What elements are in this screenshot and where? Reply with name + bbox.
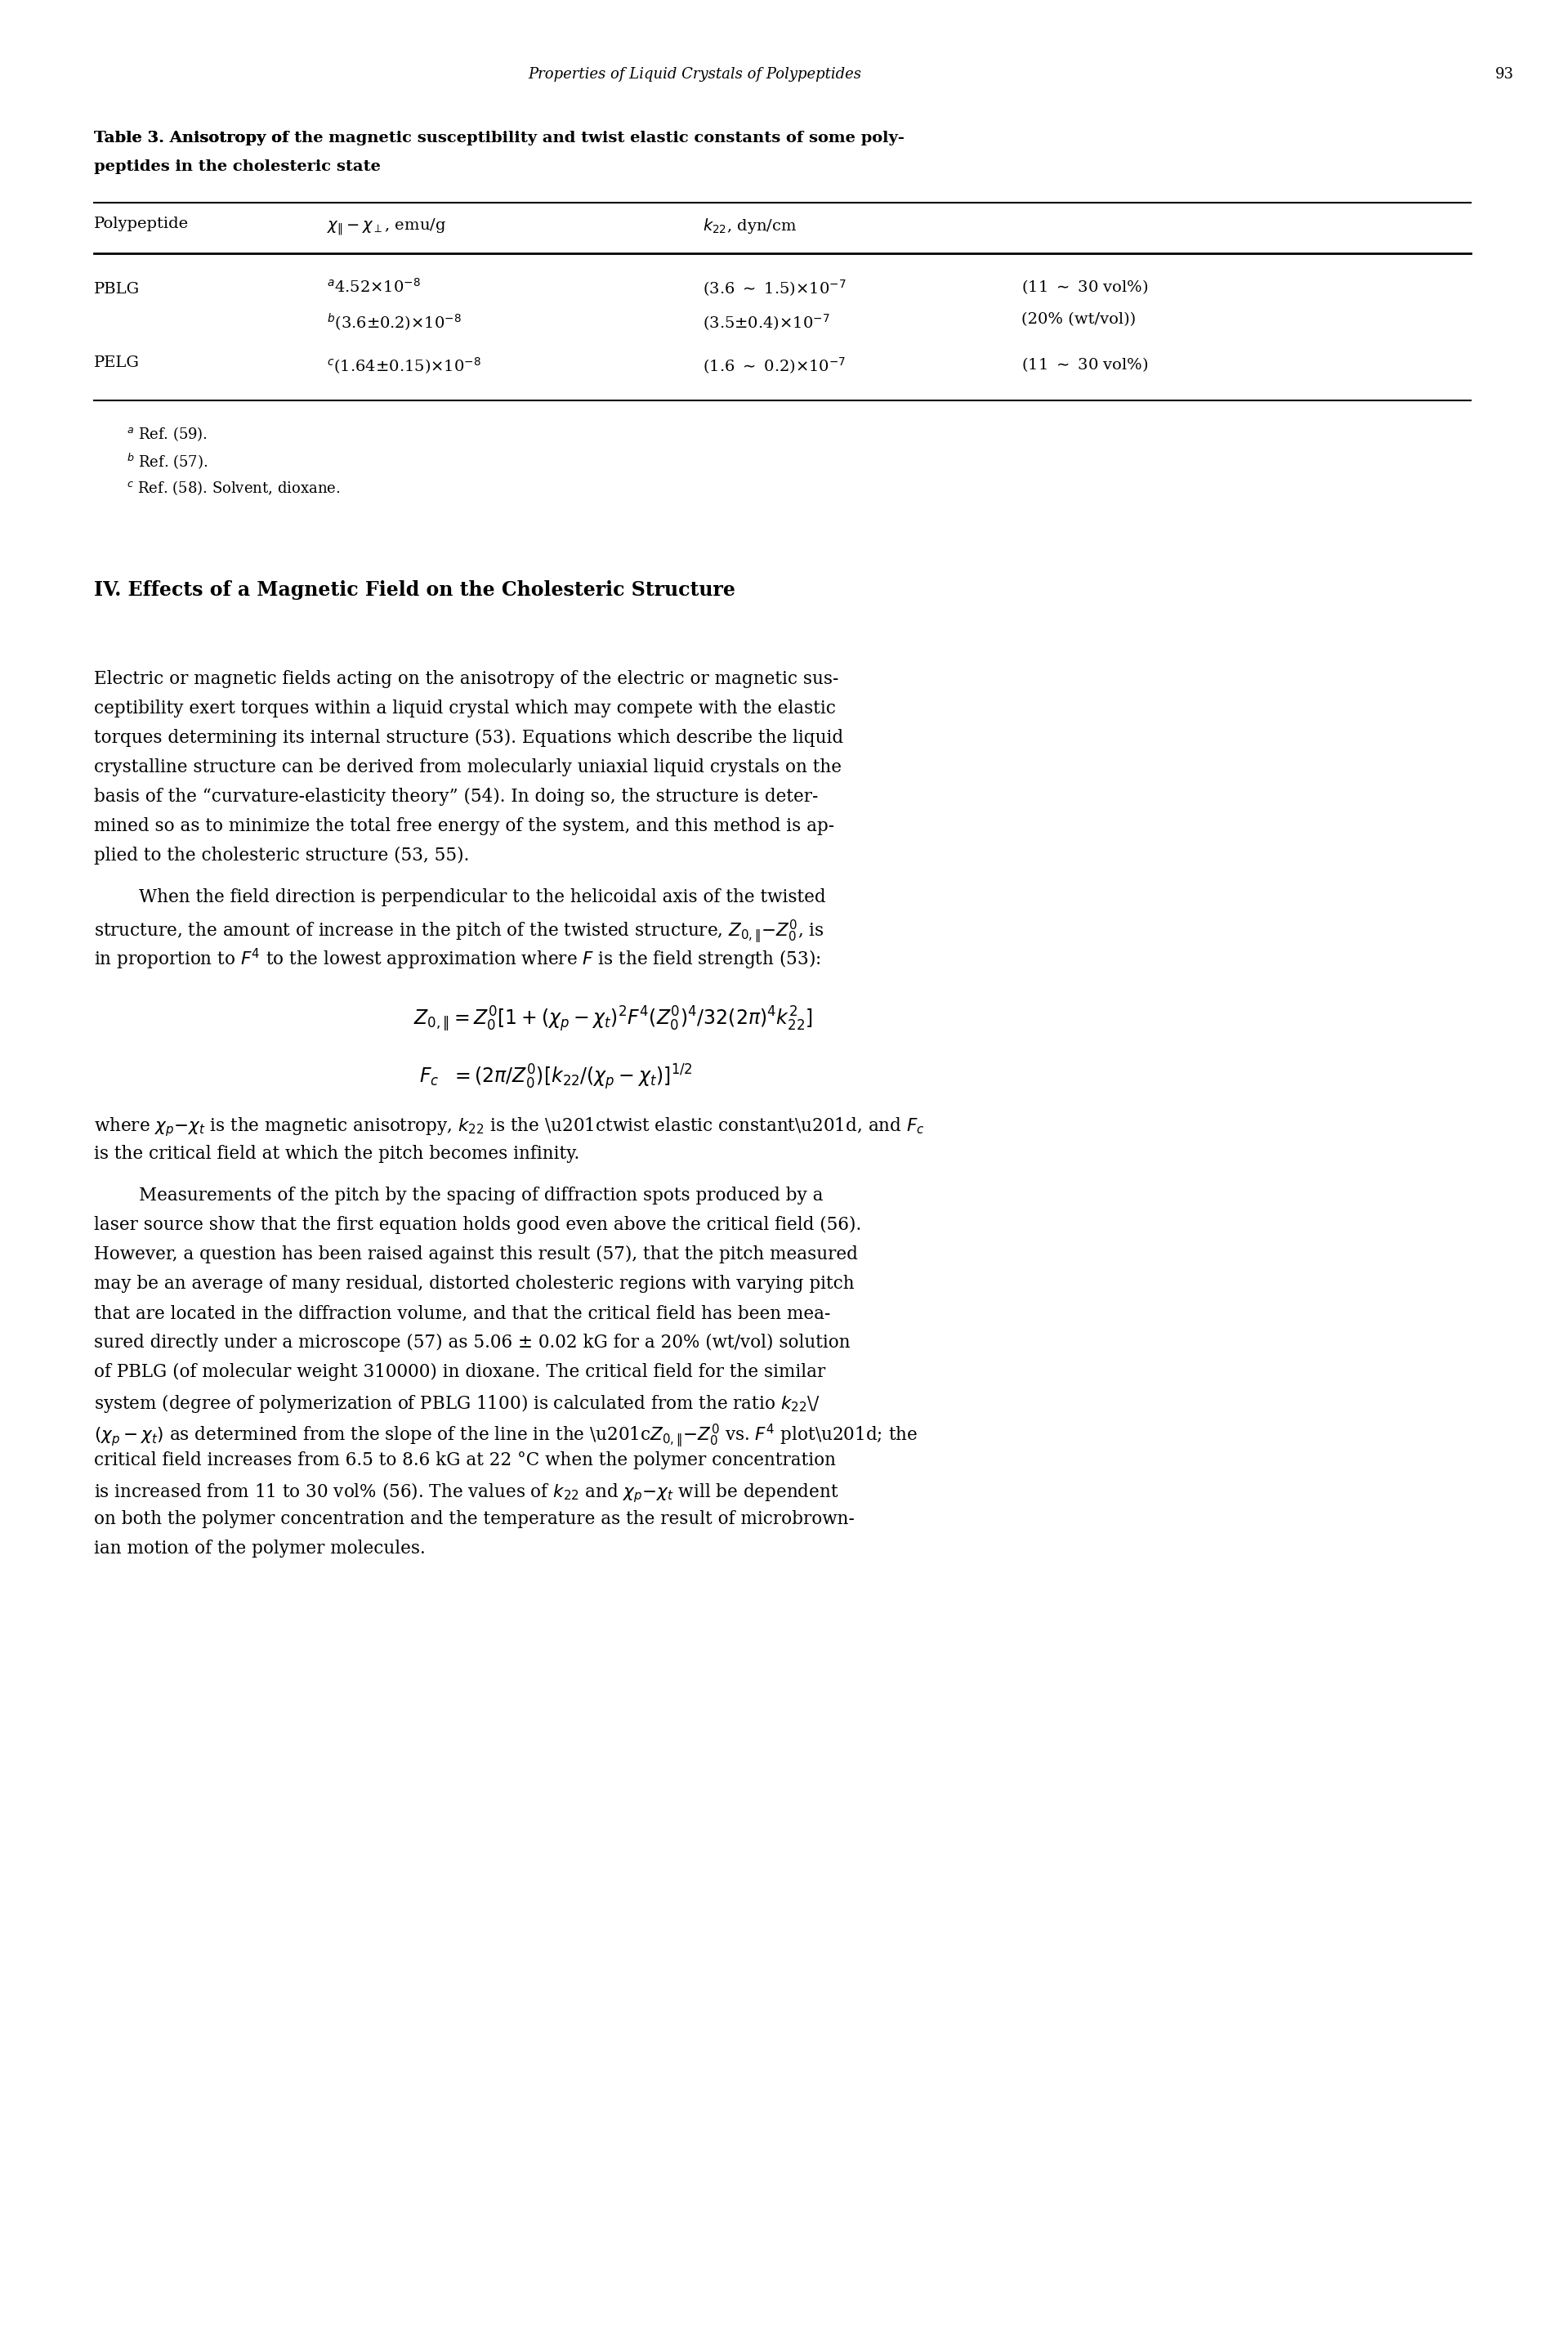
Text: $^b$ Ref. (57).: $^b$ Ref. (57). [127,452,209,470]
Text: $Z_{0,\|} = Z_0^0[1 + (\chi_p-\chi_t)^2F^4(Z_0^0)^4/32(2\pi)^4k_{22}^2]$: $Z_{0,\|} = Z_0^0[1 + (\chi_p-\chi_t)^2F… [414,1006,812,1034]
Text: is increased from 11 to 30 vol% (56). The values of $k_{22}$ and $\chi_p$$-$$\ch: is increased from 11 to 30 vol% (56). Th… [94,1481,839,1505]
Text: PBLG: PBLG [94,282,140,296]
Text: in proportion to $F^4$ to the lowest approximation where $F$ is the field streng: in proportion to $F^4$ to the lowest app… [94,948,820,971]
Text: (3.6 $\sim$ 1.5)$\times$10$^{-7}$: (3.6 $\sim$ 1.5)$\times$10$^{-7}$ [702,277,847,298]
Text: Properties of Liquid Crystals of Polypeptides: Properties of Liquid Crystals of Polypep… [528,68,861,82]
Text: $^a$ Ref. (59).: $^a$ Ref. (59). [127,424,207,443]
Text: Electric or magnetic fields acting on the anisotropy of the electric or magnetic: Electric or magnetic fields acting on th… [94,671,839,687]
Text: $^c$(1.64$\pm$0.15)$\times$10$^{-8}$: $^c$(1.64$\pm$0.15)$\times$10$^{-8}$ [326,356,481,375]
Text: When the field direction is perpendicular to the helicoidal axis of the twisted: When the field direction is perpendicula… [94,887,826,906]
Text: (3.5$\pm$0.4)$\times$10$^{-7}$: (3.5$\pm$0.4)$\times$10$^{-7}$ [702,312,829,333]
Text: peptides in the cholesteric state: peptides in the cholesteric state [94,158,381,175]
Text: 93: 93 [1496,68,1515,82]
Text: (11 $\sim$ 30 vol%): (11 $\sim$ 30 vol%) [1021,277,1148,296]
Text: is the critical field at which the pitch becomes infinity.: is the critical field at which the pitch… [94,1146,580,1162]
Text: Measurements of the pitch by the spacing of diffraction spots produced by a: Measurements of the pitch by the spacing… [94,1185,823,1204]
Text: PELG: PELG [94,356,140,370]
Text: ceptibility exert torques within a liquid crystal which may compete with the ela: ceptibility exert torques within a liqui… [94,699,836,717]
Text: of PBLG (of molecular weight 310000) in dioxane. The critical field for the simi: of PBLG (of molecular weight 310000) in … [94,1362,825,1381]
Text: torques determining its internal structure (53). Equations which describe the li: torques determining its internal structu… [94,729,844,748]
Text: However, a question has been raised against this result (57), that the pitch mea: However, a question has been raised agai… [94,1246,858,1262]
Text: $k_{22}$, dyn/cm: $k_{22}$, dyn/cm [702,217,797,235]
Text: structure, the amount of increase in the pitch of the twisted structure, $Z_{0,\: structure, the amount of increase in the… [94,918,825,943]
Text: $\chi_{\|}-\chi_{\perp}$, emu/g: $\chi_{\|}-\chi_{\perp}$, emu/g [326,217,447,238]
Text: where $\chi_p$$-$$\chi_t$ is the magnetic anisotropy, $k_{22}$ is the \u201ctwis: where $\chi_p$$-$$\chi_t$ is the magneti… [94,1116,925,1139]
Text: plied to the cholesteric structure (53, 55).: plied to the cholesteric structure (53, … [94,848,469,864]
Text: (20% (wt/vol)): (20% (wt/vol)) [1021,312,1135,326]
Text: crystalline structure can be derived from molecularly uniaxial liquid crystals o: crystalline structure can be derived fro… [94,759,842,776]
Text: $^c$ Ref. (58). Solvent, dioxane.: $^c$ Ref. (58). Solvent, dioxane. [127,480,340,496]
Text: critical field increases from 6.5 to 8.6 kG at 22 °C when the polymer concentrat: critical field increases from 6.5 to 8.6… [94,1451,836,1470]
Text: $^b$(3.6$\pm$0.2)$\times$10$^{-8}$: $^b$(3.6$\pm$0.2)$\times$10$^{-8}$ [326,312,461,333]
Text: on both the polymer concentration and the temperature as the result of microbrow: on both the polymer concentration and th… [94,1509,855,1528]
Text: Table 3. Anisotropy of the magnetic susceptibility and twist elastic constants o: Table 3. Anisotropy of the magnetic susc… [94,130,905,144]
Text: laser source show that the first equation holds good even above the critical fie: laser source show that the first equatio… [94,1216,861,1234]
Text: $F_c$  $= (2\pi/Z_0^0)[k_{22}/(\chi_p-\chi_t)]^{1/2}$: $F_c$ $= (2\pi/Z_0^0)[k_{22}/(\chi_p-\ch… [419,1062,691,1092]
Text: system (degree of polymerization of PBLG 1100) is calculated from the ratio $k_{: system (degree of polymerization of PBLG… [94,1393,820,1414]
Text: that are located in the diffraction volume, and that the critical field has been: that are located in the diffraction volu… [94,1304,831,1323]
Text: $^a$4.52$\times$10$^{-8}$: $^a$4.52$\times$10$^{-8}$ [326,277,420,296]
Text: may be an average of many residual, distorted cholesteric regions with varying p: may be an average of many residual, dist… [94,1274,855,1293]
Text: sured directly under a microscope (57) as 5.06 ± 0.02 kG for a 20% (wt/vol) solu: sured directly under a microscope (57) a… [94,1335,850,1351]
Text: basis of the “curvature-elasticity theory” (54). In doing so, the structure is d: basis of the “curvature-elasticity theor… [94,787,818,806]
Text: Table 3. Anisotropy of: Table 3. Anisotropy of [94,130,295,144]
Text: $(\chi_p-\chi_t)$ as determined from the slope of the line in the \u201c$Z_{0,\|: $(\chi_p-\chi_t)$ as determined from the… [94,1423,917,1449]
Text: Polypeptide: Polypeptide [94,217,188,231]
Text: ian motion of the polymer molecules.: ian motion of the polymer molecules. [94,1539,425,1558]
Text: (11 $\sim$ 30 vol%): (11 $\sim$ 30 vol%) [1021,356,1148,373]
Text: mined so as to minimize the total free energy of the system, and this method is : mined so as to minimize the total free e… [94,817,834,836]
Text: IV. Effects of a Magnetic Field on the Cholesteric Structure: IV. Effects of a Magnetic Field on the C… [94,580,735,601]
Text: (1.6 $\sim$ 0.2)$\times$10$^{-7}$: (1.6 $\sim$ 0.2)$\times$10$^{-7}$ [702,356,847,375]
